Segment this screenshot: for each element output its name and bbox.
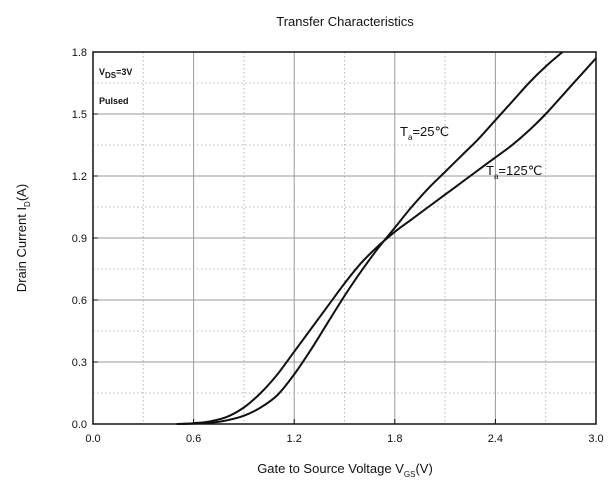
x-tick-label: 2.4 bbox=[488, 433, 503, 445]
condition-pulsed: Pulsed bbox=[99, 96, 129, 106]
y-axis-title-main: Drain Current I bbox=[14, 207, 29, 292]
chart-title: Transfer Characteristics bbox=[276, 14, 414, 29]
series-label-subscript: a bbox=[408, 133, 413, 142]
series-label-symbol: T bbox=[400, 124, 408, 139]
grid bbox=[93, 52, 596, 424]
series-label-value: =125℃ bbox=[498, 163, 542, 178]
axis-ticks: 0.0 0.6 1.2 1.8 2.4 3.0 0.0 0.3 0.6 0.9 1.2 1.5 1.8 bbox=[72, 47, 604, 445]
y-axis-title-subscript: D bbox=[23, 201, 32, 207]
x-tick-label: 1.2 bbox=[287, 433, 302, 445]
y-tick-label: 0.3 bbox=[72, 357, 87, 369]
y-tick-label: 0.9 bbox=[72, 233, 87, 245]
x-tick-label: 0.0 bbox=[85, 433, 100, 445]
condition-vds-subscript: DS bbox=[105, 71, 117, 80]
series-label-symbol: T bbox=[486, 163, 494, 178]
y-tick-label: 1.8 bbox=[72, 47, 87, 59]
y-tick-label: 1.2 bbox=[72, 171, 87, 183]
x-axis-title-main: Gate to Source Voltage V bbox=[257, 461, 404, 476]
condition-vds: VDS=3V bbox=[99, 67, 132, 80]
y-axis-title-unit: (A) bbox=[14, 184, 29, 201]
x-tick-label: 1.8 bbox=[387, 433, 402, 445]
x-axis-title-unit: (V) bbox=[415, 461, 432, 476]
series-line-25c bbox=[176, 51, 564, 425]
series-label-value: =25℃ bbox=[412, 124, 449, 139]
y-tick-label: 0.6 bbox=[72, 295, 87, 307]
series-label-25c: Ta=25℃ bbox=[400, 124, 449, 142]
y-tick-label: 0.0 bbox=[72, 419, 87, 431]
x-axis-title-subscript: GS bbox=[404, 470, 416, 479]
series-labels: Ta=25℃Ta=125℃ bbox=[400, 124, 542, 181]
x-tick-label: 3.0 bbox=[588, 433, 603, 445]
x-axis-title: Gate to Source Voltage VGS(V) bbox=[257, 461, 433, 479]
series-label-125c: Ta=125℃ bbox=[486, 163, 542, 181]
series-layer bbox=[176, 51, 597, 425]
condition-vds-value: =3V bbox=[116, 67, 132, 77]
series-line-125c bbox=[176, 57, 597, 425]
condition-annotation: VDS=3V Pulsed bbox=[99, 67, 132, 106]
series-label-subscript: a bbox=[494, 172, 499, 181]
condition-vds-symbol: V bbox=[99, 67, 105, 77]
axis-titles: Gate to Source Voltage VGS(V) Drain Curre… bbox=[14, 184, 433, 479]
y-axis-title: Drain Current ID(A) bbox=[14, 184, 32, 292]
y-tick-label: 1.5 bbox=[72, 109, 87, 121]
x-tick-label: 0.6 bbox=[186, 433, 201, 445]
